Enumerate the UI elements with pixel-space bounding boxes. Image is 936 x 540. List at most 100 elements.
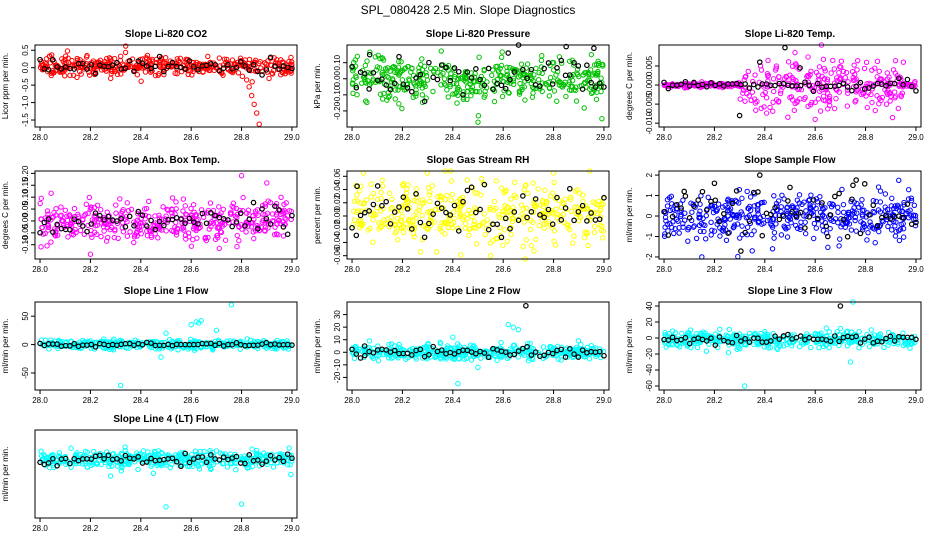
y-tick-label: 20 [333, 322, 342, 331]
point [885, 223, 891, 230]
reference-point [490, 86, 496, 92]
point [77, 227, 84, 234]
reference-point [212, 62, 218, 68]
point [106, 55, 113, 61]
point [284, 338, 290, 344]
reference-point [883, 83, 889, 89]
reference-point [678, 205, 684, 211]
reference-point [567, 185, 573, 192]
point [397, 68, 404, 75]
point [773, 221, 779, 227]
point [201, 448, 207, 455]
reference-point [88, 341, 95, 348]
reference-point [263, 215, 270, 222]
point [768, 221, 774, 227]
reference-point [426, 59, 432, 66]
point [739, 195, 745, 202]
point [113, 202, 119, 208]
point [207, 200, 214, 206]
reference-point [430, 211, 436, 217]
point [874, 58, 881, 65]
point [37, 200, 43, 207]
point [125, 64, 132, 71]
point [149, 341, 155, 348]
reference-point [571, 217, 577, 224]
figure-title: SPL_080428 2.5 Min. Slope Diagnostics [361, 3, 576, 17]
point [419, 201, 426, 207]
x-tick-label: 28.6 [183, 133, 199, 142]
point [448, 197, 454, 203]
reference-point [507, 76, 513, 83]
reference-point [443, 64, 449, 71]
reference-point [400, 194, 407, 200]
x-tick-label: 28.0 [32, 133, 48, 142]
point [432, 354, 438, 361]
reference-point [118, 215, 124, 222]
point [433, 206, 439, 213]
point [896, 237, 903, 244]
point [464, 96, 470, 103]
reference-point [250, 199, 257, 206]
point [46, 346, 52, 352]
point [362, 79, 368, 85]
point [180, 208, 186, 214]
point [848, 329, 855, 335]
point [183, 211, 189, 217]
point [400, 229, 407, 236]
point [884, 76, 891, 82]
point [573, 98, 580, 104]
data-points [661, 42, 919, 123]
point [119, 208, 126, 215]
point [595, 202, 602, 208]
point [671, 230, 677, 237]
point [416, 207, 422, 214]
point [524, 341, 531, 347]
point [239, 457, 245, 464]
point [388, 79, 395, 85]
point [767, 104, 773, 111]
point [220, 206, 226, 213]
point [898, 221, 904, 228]
point [521, 219, 527, 225]
reference-point [780, 213, 787, 219]
point [851, 338, 858, 344]
point [68, 221, 74, 227]
point [536, 222, 543, 229]
reference-point [554, 65, 560, 71]
reference-point [438, 62, 445, 68]
x-tick-label: 28.4 [133, 133, 149, 142]
y-tick-label: -40 [645, 364, 654, 376]
reference-point [67, 343, 73, 349]
point [861, 65, 868, 72]
y-tick-label: 0.000 [645, 74, 654, 95]
point [884, 70, 890, 76]
panel-title: Slope Li-820 Temp. [745, 29, 836, 40]
point [725, 349, 732, 356]
point [551, 179, 557, 186]
point [416, 80, 423, 87]
reference-point [387, 86, 394, 93]
point [117, 196, 123, 202]
reference-point [665, 85, 672, 92]
point [233, 467, 239, 473]
point [94, 231, 100, 238]
point [361, 200, 368, 206]
point [669, 328, 676, 334]
point [356, 188, 363, 194]
reference-point [101, 217, 107, 223]
y-tick-label: 0 [333, 350, 342, 355]
point [828, 70, 834, 76]
point [546, 85, 553, 92]
data-points [349, 42, 607, 125]
point [351, 198, 358, 204]
reference-point [524, 343, 530, 350]
x-tick-label: 28.2 [83, 265, 99, 274]
point [394, 68, 400, 74]
reference-point [485, 226, 492, 233]
point [482, 231, 488, 238]
point [856, 329, 862, 335]
point [527, 72, 534, 79]
point [135, 211, 141, 217]
point [453, 81, 460, 87]
y-tick-label: -0.05 [21, 223, 30, 242]
